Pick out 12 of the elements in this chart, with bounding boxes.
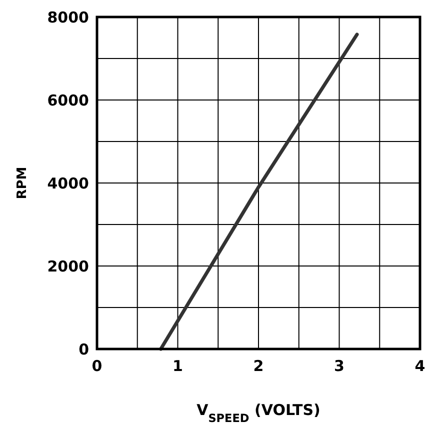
x-axis-title: V$_{SPEED}$ (VOLTS) — [196, 401, 320, 424]
y-tick-label: 4000 — [47, 174, 89, 192]
x-tick-label: 4 — [414, 357, 426, 375]
y-axis-title: RPM — [15, 166, 30, 200]
x-tick-label: 1 — [172, 357, 183, 375]
x-tick-label: 0 — [92, 357, 102, 375]
y-tick-label: 2000 — [47, 257, 89, 276]
y-tick-label: 8000 — [47, 8, 89, 26]
x-tick-label: 2 — [253, 357, 264, 375]
x-tick-label: 3 — [334, 357, 344, 375]
y-tick-label: 0 — [78, 340, 89, 358]
y-tick-label: 6000 — [47, 91, 89, 110]
